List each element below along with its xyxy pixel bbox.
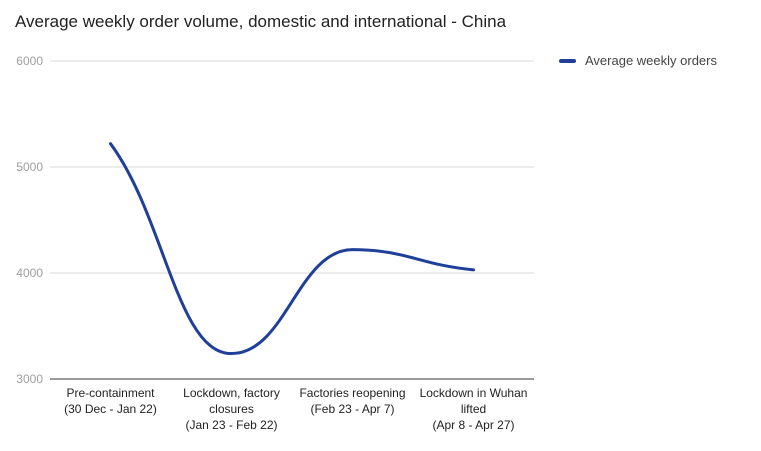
y-tick-label: 3000 <box>16 372 43 386</box>
chart-title: Average weekly order volume, domestic an… <box>15 12 507 31</box>
series-line <box>109 142 475 356</box>
x-tick-label: Lockdown, factory closures (Jan 23 - Feb 2… <box>183 386 280 432</box>
y-tick-label: 6000 <box>16 54 43 68</box>
x-tick-label: Factories reopening (Feb 23 - Apr 7) <box>299 386 405 416</box>
y-tick-label: 4000 <box>16 266 43 280</box>
x-tick-label: Lockdown in Wuhan lifted (Apr 8 - Apr 27) <box>420 386 528 432</box>
legend-label: Average weekly orders <box>585 53 717 68</box>
y-tick-label: 5000 <box>16 160 43 174</box>
x-tick-label: Pre-containment (30 Dec - Jan 22) <box>64 386 157 416</box>
